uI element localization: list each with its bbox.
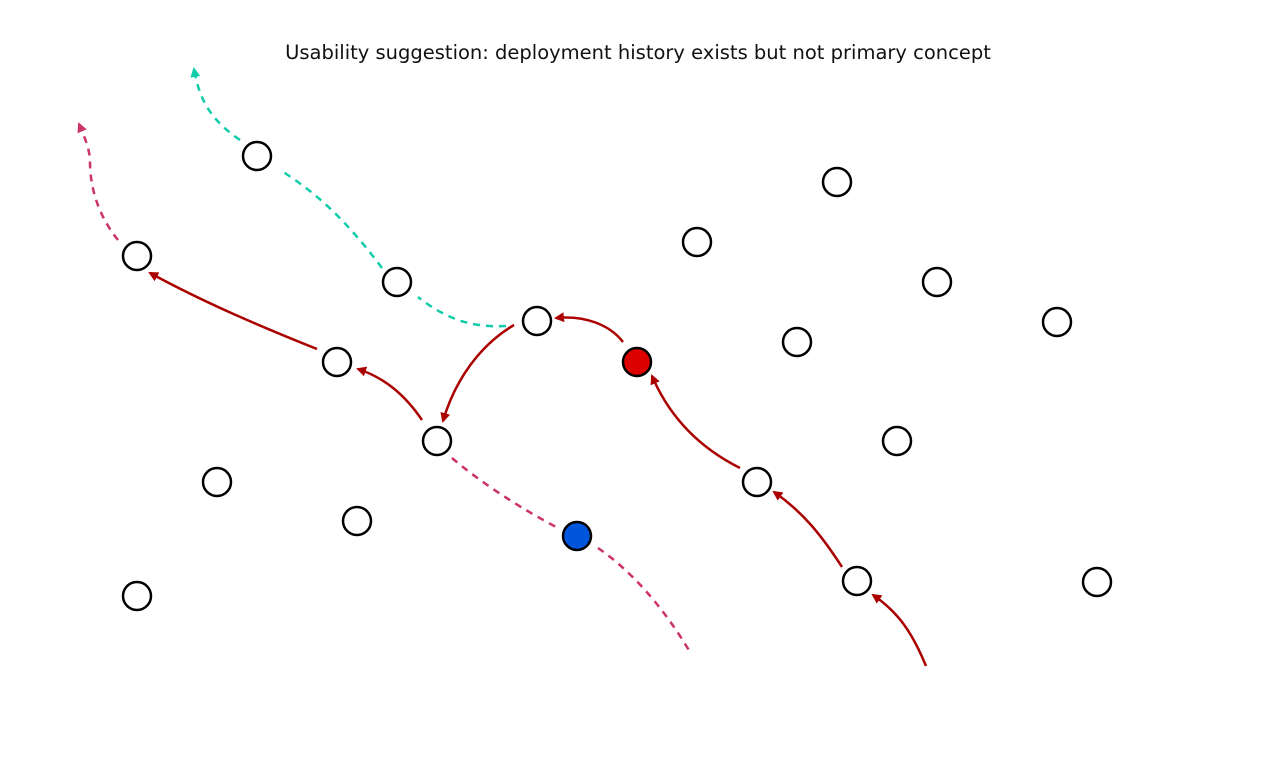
edge-solid [554, 312, 624, 343]
node [321, 346, 353, 378]
edge-dashed-pink [597, 546, 692, 653]
node [341, 505, 373, 537]
node [1081, 566, 1113, 598]
edge-dashed-teal [417, 296, 507, 328]
node [821, 166, 853, 198]
edges-layer [77, 67, 928, 667]
node [121, 240, 153, 272]
edge-solid [772, 490, 844, 568]
node-highlight-blue [561, 520, 593, 552]
edge-dashed-pink [451, 457, 559, 530]
node [921, 266, 953, 298]
node [121, 580, 153, 612]
edge-dashed-teal [279, 168, 383, 269]
edge-solid [871, 593, 928, 667]
edge-solid [440, 323, 515, 423]
node [381, 266, 413, 298]
node [741, 466, 773, 498]
node [521, 305, 553, 337]
edge-dashed-pink [77, 122, 119, 241]
node [881, 425, 913, 457]
edge-dashed-teal [190, 67, 241, 142]
node-highlight-red [621, 346, 653, 378]
nodes-layer [121, 140, 1113, 612]
edge-solid [148, 271, 318, 351]
diagram-title: Usability suggestion: deployment history… [285, 41, 991, 64]
node [241, 140, 273, 172]
node [841, 565, 873, 597]
node [421, 425, 453, 457]
node [781, 326, 813, 358]
edge-solid [356, 366, 424, 421]
edge-solid [650, 374, 741, 470]
node [1041, 306, 1073, 338]
node [681, 226, 713, 258]
node [201, 466, 233, 498]
